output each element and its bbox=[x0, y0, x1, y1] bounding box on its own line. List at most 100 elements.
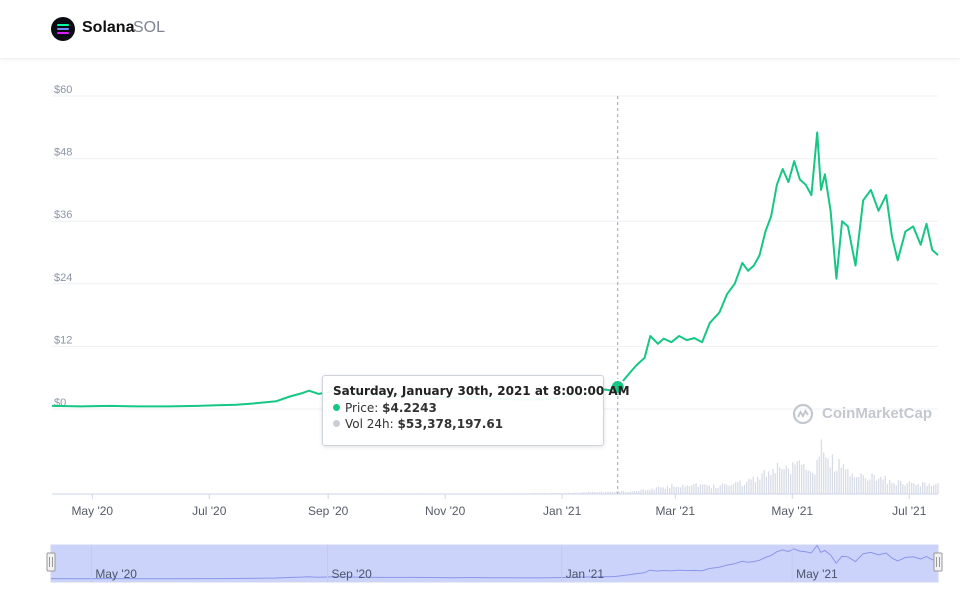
volume-bar bbox=[834, 471, 836, 494]
volume-bar bbox=[891, 482, 893, 494]
volume-bar bbox=[807, 470, 809, 494]
volume-bar bbox=[886, 484, 889, 494]
volume-bar bbox=[781, 469, 783, 494]
navigator-tick-label: May '21 bbox=[796, 567, 838, 581]
volume-bar bbox=[845, 469, 847, 494]
volume-bar bbox=[746, 482, 748, 494]
volume-bar bbox=[842, 464, 845, 494]
volume-bar bbox=[836, 470, 838, 494]
volume-bar bbox=[660, 487, 662, 494]
volume-bar bbox=[801, 464, 803, 494]
volume-bar bbox=[825, 457, 827, 494]
volume-bar bbox=[908, 481, 911, 494]
volume-bar bbox=[748, 478, 750, 494]
volume-bar bbox=[840, 467, 842, 494]
navigator-tick-label: Sep '20 bbox=[331, 567, 372, 581]
solana-logo-icon bbox=[51, 17, 75, 41]
volume-bar bbox=[618, 491, 620, 494]
volume-bar bbox=[933, 485, 935, 494]
volume-bar bbox=[882, 479, 884, 494]
grid-lines bbox=[52, 95, 938, 410]
volume-bar bbox=[710, 487, 713, 494]
price-series-line bbox=[51, 131, 939, 408]
volume-bar bbox=[867, 480, 869, 494]
volume-bar bbox=[900, 480, 902, 494]
volume-bar bbox=[860, 473, 862, 494]
volume-bar bbox=[594, 491, 596, 494]
navigator-ticks: May '20 Sep '20 Jan '21 May '21 bbox=[90, 545, 838, 582]
volume-bar bbox=[906, 483, 908, 494]
navigator-left-handle[interactable] bbox=[46, 552, 56, 572]
volume-bar bbox=[636, 491, 638, 494]
tooltip-price-value: $4.2243 bbox=[382, 401, 437, 415]
volume-bar bbox=[666, 485, 669, 494]
volume-bar bbox=[581, 492, 583, 494]
volume-bar bbox=[902, 484, 904, 494]
volume-bar bbox=[741, 486, 743, 494]
volume-bar bbox=[904, 485, 906, 494]
volume-bar bbox=[805, 469, 807, 494]
volume-bar bbox=[724, 484, 726, 494]
volume-bar bbox=[592, 491, 594, 494]
volume-bar bbox=[871, 473, 873, 494]
volume-bar bbox=[783, 469, 785, 494]
volume-bar bbox=[924, 482, 926, 494]
volume-bar bbox=[629, 491, 631, 494]
volume-bar bbox=[704, 484, 706, 494]
volume-bar bbox=[682, 484, 684, 494]
volume-bar bbox=[638, 490, 640, 494]
volume-bar bbox=[772, 469, 774, 494]
volume-bar bbox=[829, 467, 831, 494]
volume-bar bbox=[765, 476, 768, 494]
volume-bar bbox=[930, 486, 933, 494]
volume-bar bbox=[831, 454, 834, 494]
coinmarketcap-watermark: CoinMarketCap bbox=[792, 402, 942, 428]
volume-bar bbox=[917, 483, 919, 494]
volume-bar bbox=[922, 482, 924, 494]
volume-bar bbox=[928, 483, 930, 494]
volume-bar bbox=[649, 489, 651, 494]
volume-bar bbox=[935, 484, 937, 494]
x-tick-label: Sep '20 bbox=[308, 504, 349, 518]
volume-bar bbox=[732, 483, 735, 494]
volume-bar bbox=[847, 468, 849, 494]
volume-bar bbox=[673, 486, 675, 494]
x-axis-ticks: May '20 Jul '20 Sep '20 Nov '20 Jan '21 Mar '… bbox=[71, 494, 927, 518]
volume-bar bbox=[895, 485, 897, 494]
handle-grip bbox=[46, 552, 56, 572]
volume-bar bbox=[664, 488, 666, 494]
navigator-background[interactable] bbox=[50, 544, 939, 583]
volume-bar bbox=[620, 491, 622, 494]
y-tick-label: $36 bbox=[54, 209, 72, 221]
volume-bar bbox=[680, 487, 682, 494]
volume-bars bbox=[53, 439, 939, 494]
y-tick-label: $48 bbox=[54, 147, 72, 159]
volume-bar bbox=[737, 482, 739, 494]
volume-bar bbox=[794, 464, 796, 494]
volume-bar bbox=[919, 486, 922, 494]
volume-bar bbox=[583, 492, 585, 494]
volume-bar bbox=[763, 470, 765, 494]
navigator-panel: May '20 Sep '20 Jan '21 May '21 bbox=[46, 544, 943, 583]
volume-dot-icon bbox=[333, 420, 340, 427]
volume-bar bbox=[642, 489, 644, 494]
volume-bar bbox=[589, 491, 592, 494]
volume-bar bbox=[713, 484, 715, 494]
tooltip-price-row: Price: $4.2243 bbox=[333, 401, 437, 415]
volume-bar bbox=[715, 487, 717, 494]
volume-bar bbox=[816, 459, 818, 494]
volume-bar bbox=[543, 492, 545, 494]
volume-bar bbox=[776, 462, 779, 494]
volume-bar bbox=[853, 477, 856, 494]
volume-bar bbox=[717, 487, 719, 494]
volume-bar bbox=[721, 483, 724, 494]
coin-name: Solana bbox=[82, 19, 135, 36]
hover-point bbox=[609, 378, 626, 395]
volume-bar bbox=[708, 485, 710, 494]
volume-bar bbox=[719, 485, 721, 494]
volume-bar bbox=[761, 473, 763, 494]
volume-bar bbox=[823, 452, 825, 494]
volume-bar bbox=[798, 460, 801, 494]
navigator-right-handle[interactable] bbox=[933, 552, 943, 572]
